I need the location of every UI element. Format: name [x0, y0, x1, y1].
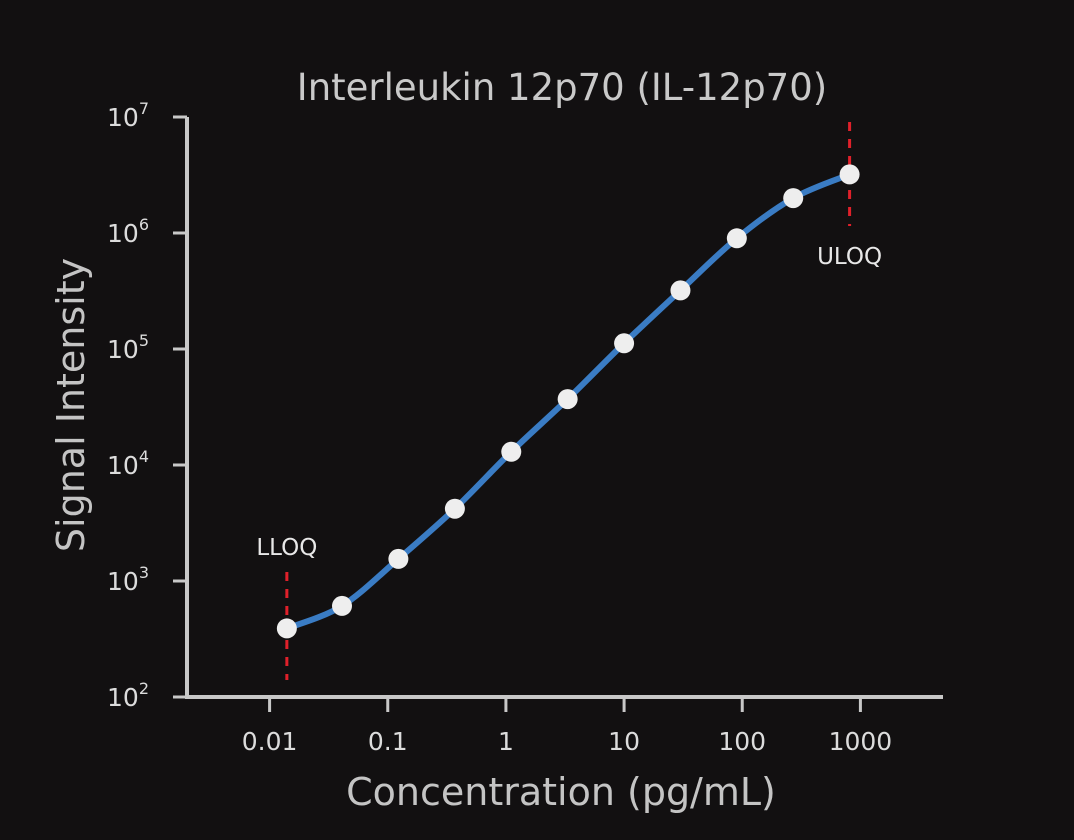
y-tick-label: 103 [107, 563, 149, 596]
x-tick-label: 100 [718, 727, 766, 756]
limit-label: LLOQ [256, 535, 317, 561]
y-tick-label: 107 [107, 99, 149, 132]
data-point [276, 618, 297, 639]
data-point [783, 188, 804, 209]
data-point [839, 164, 860, 185]
data-points [276, 164, 860, 639]
y-axis-label: Signal Intensity [49, 258, 93, 552]
y-tick-label: 102 [107, 679, 149, 712]
x-tick-label: 1 [498, 727, 514, 756]
chart-title: Interleukin 12p70 (IL-12p70) [297, 66, 827, 109]
data-point [726, 228, 747, 249]
x-axis-ticks: 0.01 0.1 1 10 100 1000 [242, 697, 892, 756]
data-point [332, 595, 353, 616]
x-axis-label: Concentration (pg/mL) [346, 770, 776, 814]
data-point [614, 333, 635, 354]
data-point [444, 498, 465, 519]
data-point [501, 441, 522, 462]
limit-labels: LLOQ ULOQ [256, 244, 882, 561]
y-tick-label: 104 [107, 447, 149, 480]
y-tick-label: 105 [107, 331, 149, 364]
limit-label: ULOQ [817, 244, 882, 270]
data-point [670, 280, 691, 301]
x-tick-label: 0.1 [368, 727, 408, 756]
y-tick-label: 106 [107, 215, 149, 248]
x-tick-label: 10 [608, 727, 640, 756]
data-point [557, 389, 578, 410]
x-tick-label: 0.01 [242, 727, 298, 756]
y-axis-ticks: 102 103 104 105 106 107 [107, 99, 187, 712]
data-point [388, 548, 409, 569]
x-tick-label: 1000 [829, 727, 893, 756]
